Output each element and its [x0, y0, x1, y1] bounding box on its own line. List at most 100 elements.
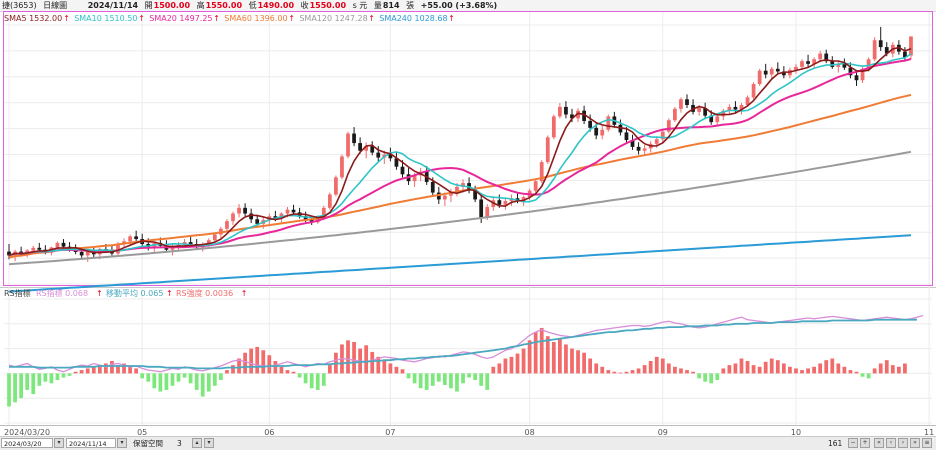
rs-bar	[67, 373, 72, 376]
spin-up-icon[interactable]: ▴	[192, 438, 202, 448]
candle-body	[564, 106, 568, 115]
rs-bar	[31, 373, 36, 395]
candle-body	[352, 133, 356, 144]
sma240-line	[8, 234, 912, 293]
rs-bar	[455, 373, 459, 392]
rs-up-arrow-icon: ↑	[96, 289, 103, 298]
candle-body	[903, 51, 907, 58]
rs-bar	[685, 370, 689, 374]
scroll-last-icon[interactable]: »	[910, 438, 920, 448]
candle-body	[582, 110, 586, 121]
end-date-dropdown-icon[interactable]: ▾	[117, 438, 127, 448]
candle-body	[442, 195, 447, 200]
rs-bar	[654, 356, 659, 374]
rs-bar	[473, 373, 478, 381]
rs-bar	[890, 365, 895, 374]
x-tick-label: 06	[264, 428, 274, 436]
rs-bar	[315, 373, 320, 390]
rs-bar	[346, 340, 350, 374]
rs-bar	[7, 373, 11, 407]
x-tick-label: 08	[525, 428, 535, 436]
rs-bar	[206, 373, 211, 392]
candle-body	[854, 75, 859, 81]
rs-bar	[327, 365, 332, 374]
candle-body	[334, 177, 338, 195]
candle-body	[558, 106, 562, 117]
candle-body	[884, 47, 889, 54]
rs-bar	[170, 373, 175, 386]
candle-body	[806, 61, 810, 64]
x-tick-label: 10	[791, 428, 801, 436]
rs-bar	[618, 372, 623, 374]
rs-bar	[606, 370, 611, 374]
rs-bar	[19, 373, 24, 399]
candle-body	[358, 143, 362, 151]
candle-body	[709, 115, 714, 123]
rs-bar	[679, 368, 683, 374]
stock-name: 捷(3653)	[2, 1, 37, 10]
rs-bar	[237, 358, 241, 374]
candle-body	[842, 63, 847, 68]
rs-bar	[43, 373, 48, 382]
ma-legend-item: SMA20 1497.25	[149, 14, 212, 23]
bar-count: 161	[828, 439, 843, 448]
candle-body	[630, 140, 635, 147]
period-label[interactable]: 日線圖	[43, 1, 68, 10]
candle-body	[600, 129, 605, 136]
rs-bar	[527, 340, 532, 374]
high-value: 1550.00	[205, 1, 243, 10]
rs-bar	[624, 371, 629, 374]
candle-body	[715, 116, 720, 123]
end-date-field[interactable]: 2024/11/14	[66, 438, 116, 448]
spin-down-icon[interactable]: ▾	[204, 438, 214, 448]
rs-bar	[225, 370, 229, 374]
candle-body	[376, 152, 381, 158]
scroll-first-icon[interactable]: «	[874, 438, 884, 448]
rs-up-arrow-icon: ↑	[241, 289, 248, 298]
rs-bar	[878, 363, 883, 374]
x-tick-label: 09	[658, 428, 668, 436]
zoom-out-icon[interactable]: −	[848, 438, 858, 448]
ma-up-arrow-icon: ↑	[368, 14, 375, 23]
candle-body	[539, 162, 544, 182]
rs-bar	[182, 373, 187, 378]
stock-chart[interactable]: SMA5 1532.00 ↑ SMA10 1510.50 ↑ SMA20 1497.25…	[0, 11, 936, 436]
rs-bar	[558, 338, 562, 374]
rs-bar	[763, 361, 768, 374]
start-date-field[interactable]: 2024/03/20	[1, 438, 53, 448]
rs-bar	[594, 363, 599, 374]
candle-body	[745, 97, 750, 105]
quote-date: 2024/11/14	[87, 1, 139, 10]
settings-icon[interactable]: ≡	[922, 438, 932, 448]
candle-body	[727, 106, 732, 111]
rs-bar	[854, 371, 859, 374]
rs-bar	[739, 358, 744, 374]
rs-bar	[382, 361, 387, 374]
rs-bar	[545, 336, 550, 374]
candle-body	[327, 194, 332, 208]
open-value: 1500.00	[153, 1, 191, 10]
rs-bar	[400, 369, 405, 374]
rs-bar	[612, 371, 617, 374]
rs-bar	[703, 373, 708, 382]
candle-body	[309, 220, 314, 223]
candle-body	[479, 199, 484, 218]
scroll-right-icon[interactable]: ›	[898, 438, 908, 448]
rs-ma-line	[9, 318, 917, 370]
rs-bar	[261, 350, 266, 374]
rs-bar	[576, 350, 580, 374]
candle-body	[697, 108, 701, 112]
rs-bar	[896, 366, 901, 374]
candle-body	[576, 110, 580, 119]
scroll-left-icon[interactable]: ‹	[886, 438, 896, 448]
keep-space-value[interactable]: 3	[177, 439, 182, 448]
start-date-dropdown-icon[interactable]: ▾	[54, 438, 64, 448]
rs-bar	[255, 346, 260, 374]
rs-legend-item: 移動平均 0.065	[106, 288, 163, 298]
zoom-in-icon[interactable]: +	[860, 438, 870, 448]
rs-bar	[279, 366, 284, 374]
rs-bar	[273, 361, 278, 374]
candle-body	[7, 251, 11, 256]
candle-body	[473, 190, 478, 200]
candlestick-series	[7, 26, 913, 262]
